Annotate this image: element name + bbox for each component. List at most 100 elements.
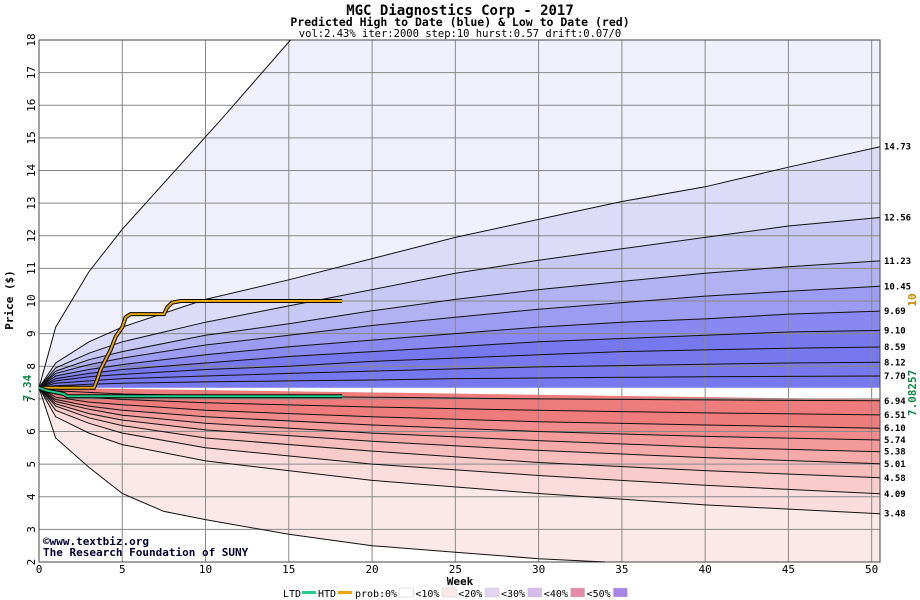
contour-lines bbox=[38, 39, 881, 563]
y-tick-label: 15 bbox=[25, 131, 38, 144]
chart-params: vol:2.43% iter:2000 step:10 hurst:0.57 d… bbox=[299, 28, 621, 40]
start-price-label: 7.34 bbox=[21, 374, 34, 401]
high-contour-7 bbox=[38, 346, 881, 389]
legend: LTD HTD prob: 0% <10% <20% <30% <40% <50% bbox=[283, 587, 628, 600]
x-axis-ticks: 0 5 10 15 20 25 30 35 40 45 50 bbox=[36, 563, 879, 576]
legend-bucket-swatch bbox=[441, 587, 457, 598]
legend-bucket-label: <50% bbox=[587, 589, 611, 600]
legend-bucket-label: <20% bbox=[458, 589, 482, 600]
high-contour-9 bbox=[38, 375, 881, 389]
low-band-8 bbox=[39, 387, 880, 514]
high-band-7 bbox=[39, 347, 880, 388]
y-tick-label: 9 bbox=[25, 330, 38, 337]
legend-bucket-label: 0% bbox=[385, 589, 397, 600]
x-tick-label: 25 bbox=[449, 563, 462, 576]
x-tick-label: 10 bbox=[199, 563, 212, 576]
x-tick-label: 50 bbox=[865, 563, 878, 576]
y-tick-label: 11 bbox=[25, 262, 38, 275]
high-contour-8 bbox=[38, 361, 881, 389]
end-label: 6.10 bbox=[884, 424, 906, 434]
high-contour-4 bbox=[38, 285, 881, 389]
low-band-1 bbox=[39, 387, 880, 415]
x-tick-label: 45 bbox=[782, 563, 795, 576]
y-axis-ticks: 2 3 4 5 6 7 8 9 10 11 12 13 14 15 16 17 18 bbox=[25, 33, 38, 565]
legend-htd-swatch bbox=[338, 591, 352, 594]
low-band-2 bbox=[39, 387, 880, 429]
high-band-5 bbox=[39, 311, 880, 388]
high-contour-0 bbox=[38, 39, 291, 388]
y-tick-label: 5 bbox=[25, 461, 38, 468]
end-label: 3.48 bbox=[884, 510, 906, 520]
y-tick-label: 6 bbox=[25, 428, 38, 435]
x-tick-label: 30 bbox=[532, 563, 545, 576]
end-label: 5.01 bbox=[884, 460, 906, 470]
low-contour-5 bbox=[38, 387, 881, 465]
ltd-path bbox=[38, 386, 343, 398]
low-contour-8 bbox=[38, 387, 881, 515]
y-tick-label: 2 bbox=[25, 559, 38, 566]
organization-text: The Research Foundation of SUNY bbox=[43, 546, 249, 559]
high-band-1 bbox=[39, 146, 880, 388]
low-band-5 bbox=[39, 387, 880, 464]
end-label: 8.12 bbox=[884, 358, 906, 368]
legend-bucket-swatch bbox=[484, 587, 500, 598]
y-tick-label: 14 bbox=[25, 164, 38, 178]
y-tick-label: 7 bbox=[25, 396, 38, 403]
end-label: 9.10 bbox=[884, 326, 906, 336]
htd-path bbox=[39, 300, 343, 389]
x-tick-label: 15 bbox=[282, 563, 295, 576]
x-tick-label: 5 bbox=[119, 563, 126, 576]
plot-border bbox=[38, 39, 881, 563]
end-labels: 14.73 12.56 11.23 10.45 9.69 9.10 8.59 8.12 7.70… bbox=[884, 143, 911, 520]
x-axis-label: Week bbox=[447, 575, 474, 588]
end-label: 14.73 bbox=[884, 143, 911, 153]
y-tick-label: 12 bbox=[25, 229, 38, 242]
chart-title: MGC Diagnostics Corp - 2017 bbox=[346, 3, 574, 19]
low-contour-4 bbox=[38, 387, 881, 453]
low-contour-6 bbox=[38, 387, 881, 479]
chart-subtitle: Predicted High to Date (blue) & Low to D… bbox=[290, 15, 629, 29]
high-band-2 bbox=[39, 217, 880, 388]
y-tick-label: 4 bbox=[25, 493, 38, 500]
high-band-6 bbox=[39, 330, 880, 388]
legend-ltd-label: LTD bbox=[283, 589, 301, 600]
low-contour-7 bbox=[38, 387, 881, 495]
price-paths bbox=[38, 299, 343, 399]
legend-prob-label: prob: bbox=[355, 589, 385, 600]
end-label: 4.58 bbox=[884, 474, 906, 484]
low-band-3 bbox=[39, 387, 880, 440]
legend-bucket-label: <40% bbox=[544, 589, 568, 600]
high-contour-2 bbox=[38, 217, 881, 389]
legend-bucket-swatch bbox=[570, 587, 585, 598]
end-label: 5.74 bbox=[884, 436, 906, 446]
legend-bucket-label: <10% bbox=[415, 589, 439, 600]
end-label: 6.51 bbox=[884, 411, 906, 421]
high-band-8 bbox=[39, 362, 880, 388]
end-label: 12.56 bbox=[884, 213, 911, 223]
end-label: 10.45 bbox=[884, 282, 911, 292]
end-label: 5.38 bbox=[884, 448, 906, 458]
y-tick-label: 8 bbox=[25, 363, 38, 370]
current-high-label: 10 bbox=[906, 293, 919, 306]
low-contour-3 bbox=[38, 387, 881, 441]
end-label: 7.70 bbox=[884, 372, 906, 382]
end-label: 4.09 bbox=[884, 490, 906, 500]
low-band-outer bbox=[39, 387, 880, 562]
y-tick-label: 3 bbox=[25, 526, 38, 533]
low-band-6 bbox=[39, 387, 880, 478]
low-band-0 bbox=[39, 387, 880, 401]
low-contour-2 bbox=[38, 387, 881, 429]
high-band-3 bbox=[39, 260, 880, 388]
y-axis-label: Price ($) bbox=[3, 270, 16, 330]
high-contour-3 bbox=[38, 260, 881, 389]
high-band-9 bbox=[39, 376, 880, 388]
low-band-7 bbox=[39, 387, 880, 494]
legend-bucket-label: <30% bbox=[501, 589, 525, 600]
x-tick-label: 20 bbox=[365, 563, 378, 576]
y-tick-label: 16 bbox=[25, 99, 38, 112]
high-contour-5 bbox=[38, 310, 881, 389]
high-contour-6 bbox=[38, 329, 881, 389]
end-label: 8.59 bbox=[884, 343, 906, 353]
high-band-0 bbox=[39, 40, 880, 388]
